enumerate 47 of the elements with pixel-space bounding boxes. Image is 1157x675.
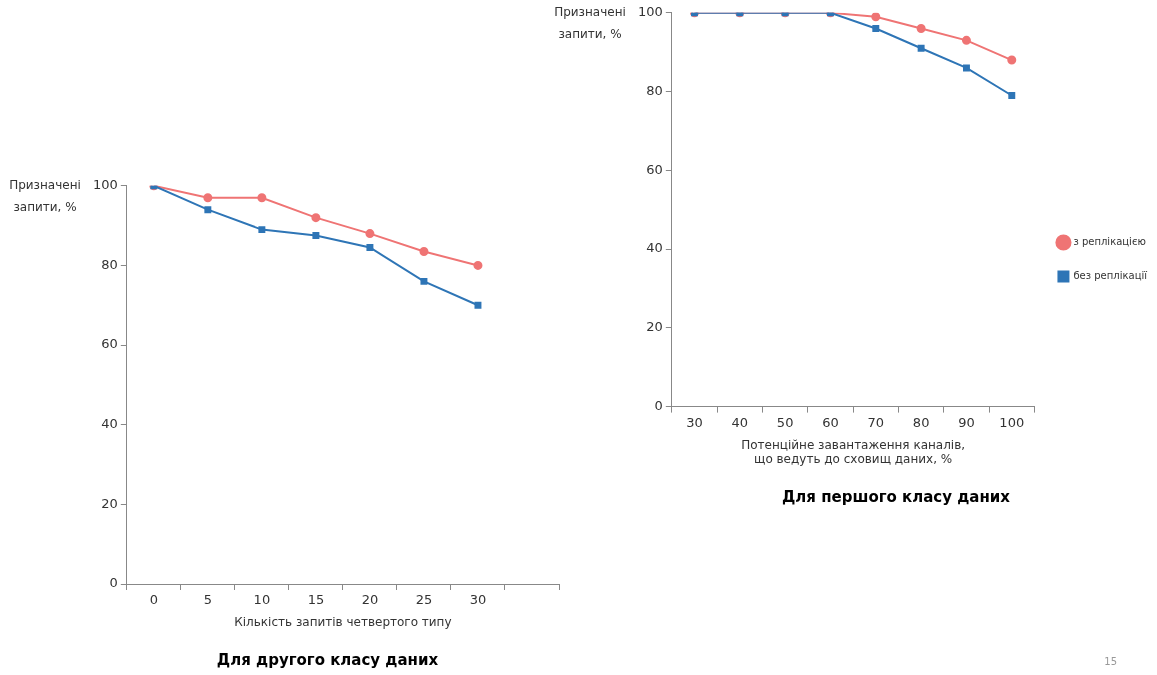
point — [474, 301, 482, 309]
y-tick-label: 60 — [646, 161, 663, 177]
point — [204, 206, 212, 214]
legend-label: без реплікації — [1073, 270, 1148, 282]
point — [311, 213, 321, 223]
point — [257, 193, 267, 203]
x-tick-label: 30 — [469, 592, 487, 608]
point — [420, 277, 428, 285]
x-axis-title: Потенційне завантаження каналів, що ведуть до сховищ даних, % — [741, 437, 966, 466]
x-tick-label: 50 — [776, 414, 794, 430]
x-tick-label: 25 — [415, 592, 433, 608]
x-axis-title: Кількість запитів четвертого типу — [234, 614, 452, 629]
y-axis-title: Призначені запити, % — [9, 177, 81, 214]
y-tick-label: 20 — [101, 495, 118, 511]
x-tick-label: 30 — [686, 414, 703, 430]
text: Для другого класу даних — [216, 650, 439, 669]
y-tick-label: 100 — [92, 177, 118, 193]
y-tick-label: 40 — [646, 240, 663, 256]
point — [419, 247, 429, 256]
x-tick-label: 40 — [731, 414, 749, 430]
x-tick-label: 80 — [912, 414, 930, 430]
y-tick-label: 20 — [646, 319, 663, 335]
point — [258, 226, 266, 234]
x-tick-label: 15 — [307, 592, 325, 608]
x-tick-label: 0 — [149, 592, 158, 608]
y-tick-label: 80 — [646, 82, 663, 98]
x-tick-label: 90 — [958, 414, 975, 430]
point — [366, 244, 374, 251]
x-tick-label: 5 — [203, 592, 212, 608]
x-tick-label: 70 — [867, 414, 885, 430]
y-tick-label: 60 — [101, 336, 118, 352]
text: Для першого класу даних — [781, 487, 1011, 506]
point — [365, 229, 375, 239]
y-tick-label: 100 — [637, 4, 663, 20]
point — [312, 232, 320, 240]
point — [473, 260, 483, 270]
y-tick-label: 80 — [101, 256, 118, 272]
point — [203, 193, 213, 203]
y-tick-label: 0 — [109, 575, 118, 591]
x-tick-label: 10 — [253, 592, 271, 608]
x-tick-label: 100 — [999, 414, 1025, 430]
y-axis-title: Призначені запити, % — [554, 4, 626, 41]
text: 15 — [1104, 656, 1117, 667]
y-tick-label: 0 — [654, 397, 663, 413]
x-tick-label: 60 — [822, 414, 839, 430]
legend-label: з реплікацією — [1073, 236, 1146, 248]
x-tick-label: 20 — [361, 592, 379, 608]
